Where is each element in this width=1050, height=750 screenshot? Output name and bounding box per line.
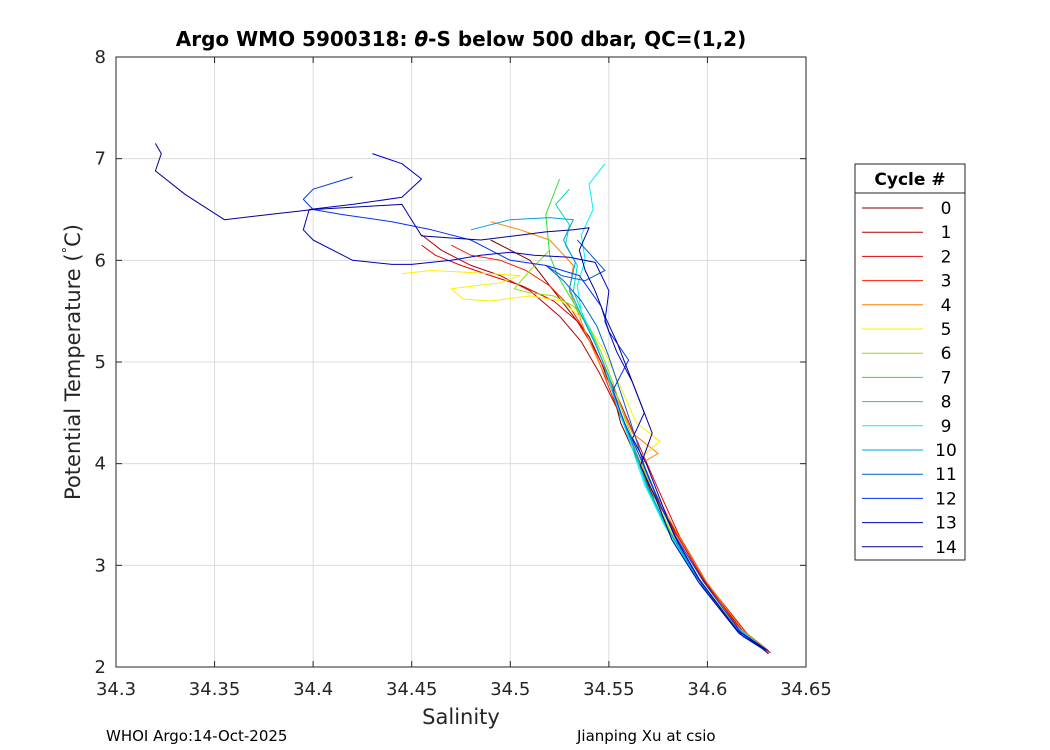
y-tick-label: 6 (95, 250, 106, 271)
legend-label-cycle-11: 11 (935, 465, 957, 485)
legend-label-cycle-13: 13 (935, 514, 957, 534)
legend-label-cycle-2: 2 (941, 247, 952, 267)
legend-label-cycle-3: 3 (941, 272, 952, 292)
chart-title-suffix: -S below 500 dbar, QC=(1,2) (428, 27, 746, 51)
y-axis-label-degree: ° (61, 247, 76, 254)
legend-label-cycle-6: 6 (941, 344, 952, 364)
series-group (154, 143, 771, 655)
y-tick-label: 8 (95, 47, 106, 68)
x-tick-label: 34.45 (386, 679, 438, 700)
legend-label-cycle-14: 14 (935, 538, 957, 558)
footer-left: WHOI Argo:14-Oct-2025 (106, 727, 287, 745)
series-line-cycle-14 (154, 143, 767, 652)
legend-title: Cycle # (874, 170, 945, 190)
x-tick-label: 34.4 (293, 679, 333, 700)
footer-right: Jianping Xu at csio (576, 727, 716, 745)
y-axis-label-main: Potential Temperature ( (61, 253, 85, 500)
chart-title: Argo WMO 5900318: θ-S below 500 dbar, QC… (176, 27, 746, 51)
y-tick-label: 2 (95, 657, 106, 678)
series-line-cycle-11 (545, 239, 769, 654)
y-axis-label: Potential Temperature (°C) (61, 224, 85, 500)
x-tick-label: 34.6 (687, 679, 727, 700)
legend-label-cycle-10: 10 (935, 441, 957, 461)
series-line-cycle-4 (490, 221, 767, 651)
series-line-cycle-13 (302, 153, 765, 650)
legend-label-cycle-1: 1 (941, 223, 952, 243)
series-line-cycle-12 (302, 176, 767, 651)
legend-label-cycle-0: 0 (941, 199, 952, 219)
y-tick-label: 4 (95, 454, 106, 475)
legend-label-cycle-7: 7 (941, 368, 952, 388)
legend-box (854, 163, 966, 561)
x-tick-label: 34.35 (189, 679, 241, 700)
chart-title-symbol: θ (414, 27, 428, 51)
y-tick-label: 7 (95, 149, 106, 170)
chart-title-prefix: Argo WMO 5900318: (176, 27, 415, 51)
x-tick-label: 34.3 (96, 679, 136, 700)
x-tick-label: 34.5 (490, 679, 530, 700)
y-tick-label: 5 (95, 352, 106, 373)
x-tick-label: 34.65 (780, 679, 832, 700)
legend-label-cycle-9: 9 (941, 417, 952, 437)
series-line-cycle-10 (470, 217, 762, 648)
y-tick-label: 3 (95, 555, 106, 576)
legend-label-cycle-4: 4 (941, 296, 952, 316)
legend-label-cycle-8: 8 (941, 393, 952, 413)
tick-group: 34.3 34.35 34.4 34.45 34.5 34.55 34.6 34.65 2 3 4 5… (95, 47, 832, 700)
x-axis-label: Salinity (422, 705, 500, 729)
legend-label-cycle-5: 5 (941, 320, 952, 340)
x-tick-label: 34.55 (583, 679, 635, 700)
legend-label-cycle-12: 12 (935, 489, 957, 509)
y-axis-label-unit: C) (61, 224, 85, 247)
